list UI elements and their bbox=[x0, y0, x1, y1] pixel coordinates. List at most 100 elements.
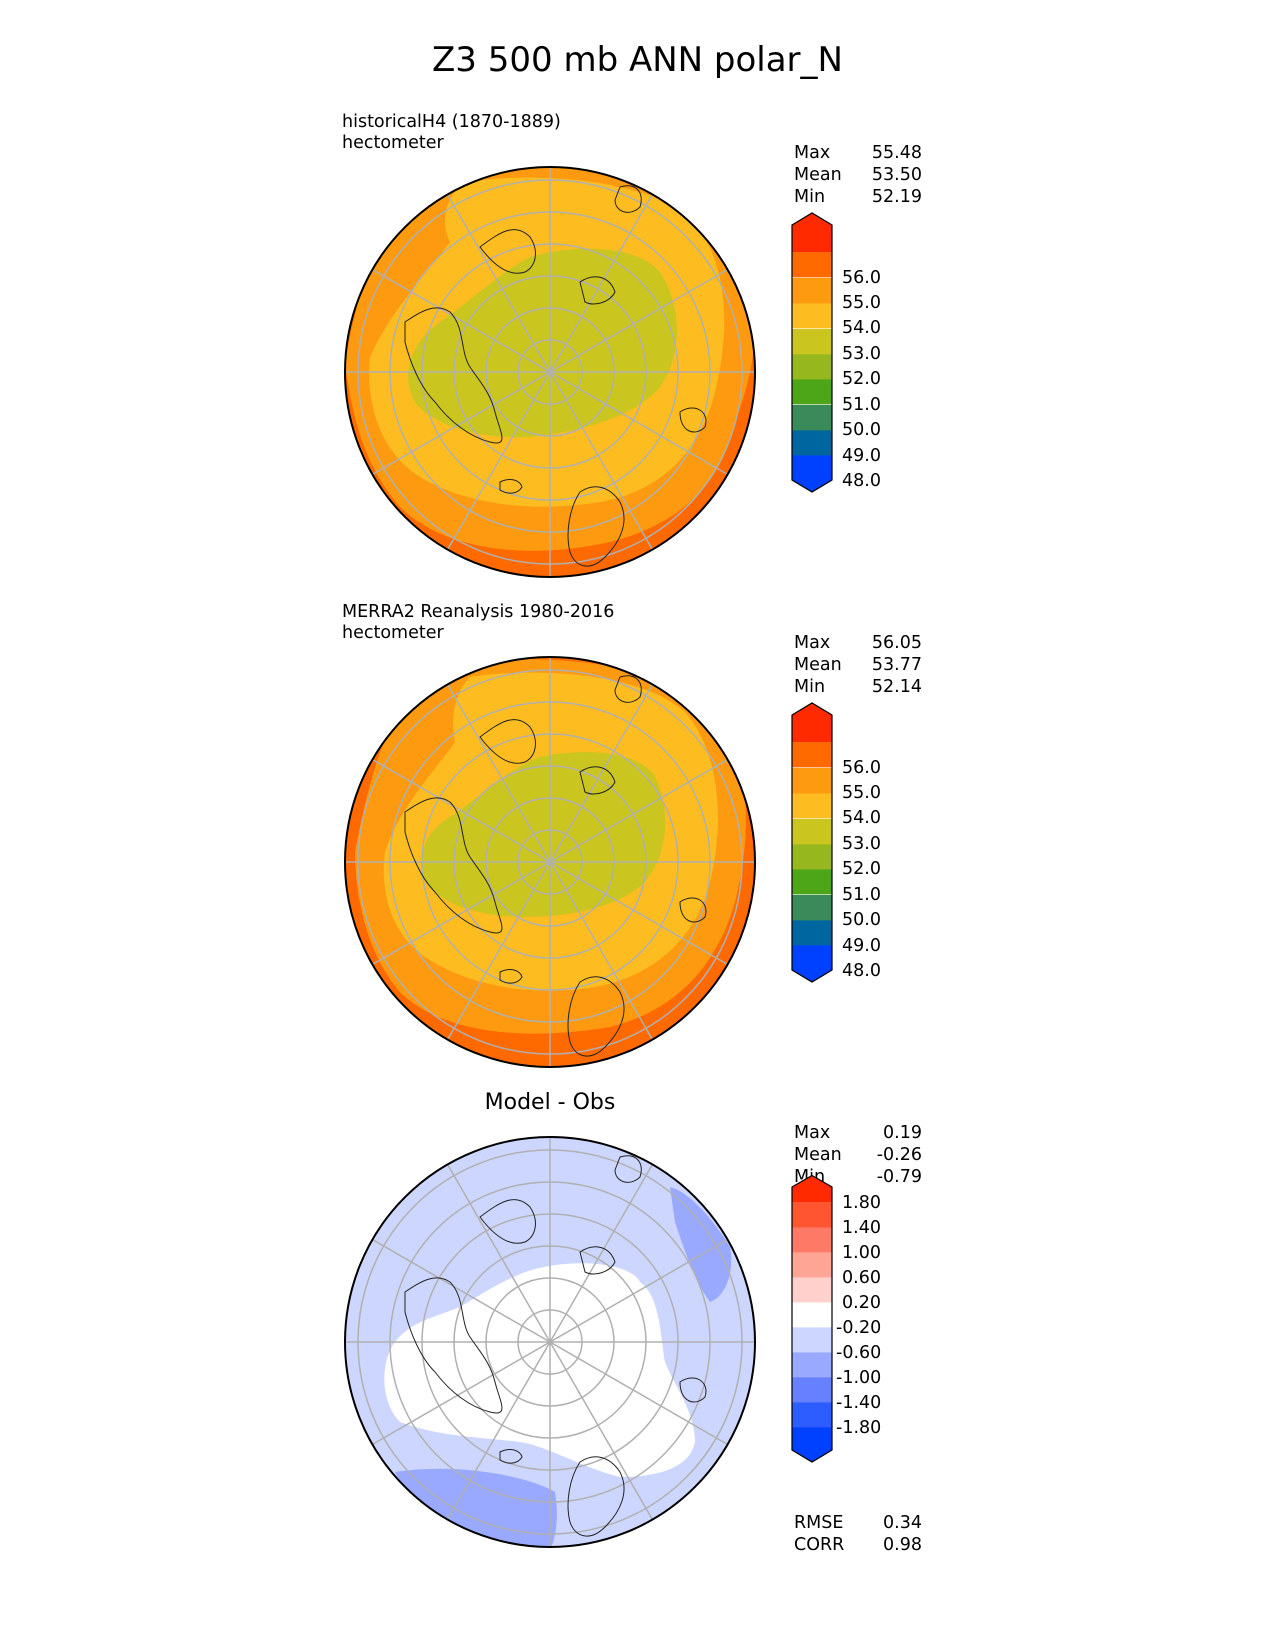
tick-55: 55.0 bbox=[842, 783, 881, 803]
tick-54: 54.0 bbox=[842, 808, 881, 828]
tick-51: 51.0 bbox=[842, 395, 881, 415]
tick-53: 53.0 bbox=[842, 344, 881, 364]
colorbar-outline bbox=[791, 702, 833, 983]
cbar-band-48-49 bbox=[792, 430, 832, 456]
colorbar: -1.80 -1.40 -1.00 -0.60 -0.20 0.20 0.60 … bbox=[791, 1175, 881, 1463]
tick-52: 52.0 bbox=[842, 859, 881, 879]
tick-52: 52.0 bbox=[842, 369, 881, 389]
colorbar-bands bbox=[792, 1175, 832, 1462]
cbar-band-0.2-to-0.6 bbox=[792, 1277, 832, 1303]
cbar-band-54-55 bbox=[792, 768, 832, 794]
tick-53: 53.0 bbox=[842, 834, 881, 854]
cbar-band-minus-1.8-to-minus-1.4 bbox=[792, 1402, 832, 1428]
tick-minus-1.00: -1.00 bbox=[836, 1368, 881, 1388]
cbar-band-54-55 bbox=[792, 278, 832, 304]
graticule bbox=[345, 167, 755, 577]
coastlines bbox=[404, 185, 707, 567]
cbar-band-48-49 bbox=[792, 920, 832, 946]
stat-max: Max 56.05 bbox=[794, 633, 922, 653]
tick-51: 51.0 bbox=[842, 885, 881, 905]
cbar-band-1.0-to-1.4 bbox=[792, 1227, 832, 1253]
metric-corr: CORR 0.98 bbox=[794, 1535, 922, 1555]
cbar-band-53-54 bbox=[792, 793, 832, 819]
cbar-band-55-56 bbox=[792, 252, 832, 278]
cbar-band-52-53 bbox=[792, 329, 832, 355]
colorbar-bands bbox=[792, 703, 832, 982]
tick-minus-1.40: -1.40 bbox=[836, 1393, 881, 1413]
tick-minus-0.60: -0.60 bbox=[836, 1343, 881, 1363]
stat-mean: Mean 53.50 bbox=[794, 165, 922, 185]
colorbar-bands bbox=[792, 213, 832, 492]
cbar-band-50-51 bbox=[792, 379, 832, 405]
cbar-band-51-52 bbox=[792, 354, 832, 380]
tick-54: 54.0 bbox=[842, 318, 881, 338]
cbar-band-lt-48 bbox=[792, 945, 832, 982]
band-minus-1.0-to-minus-0.6-b bbox=[670, 1187, 732, 1302]
map-border bbox=[344, 656, 756, 1068]
tick-50: 50.0 bbox=[842, 420, 881, 440]
stat-min: Min 52.14 bbox=[794, 677, 922, 697]
panel-title: Model - Obs bbox=[484, 1090, 616, 1115]
stat-min: Min 52.19 bbox=[794, 187, 922, 207]
panel-title-line1: historicalH4 (1870-1889) bbox=[342, 112, 561, 132]
cbar-band-minus-0.2-to-0.2 bbox=[792, 1302, 832, 1328]
tick-minus-0.20: -0.20 bbox=[836, 1318, 881, 1338]
tick-minus-1.80: -1.80 bbox=[836, 1418, 881, 1438]
stat-max: Max 55.48 bbox=[794, 143, 922, 163]
tick-1.80: 1.80 bbox=[842, 1193, 881, 1213]
panel-title-line1: MERRA2 Reanalysis 1980-2016 bbox=[342, 602, 615, 622]
cbar-band-50-51 bbox=[792, 869, 832, 895]
polar-map bbox=[344, 1136, 756, 1548]
cbar-band-gt-56 bbox=[792, 703, 832, 742]
colorbar: 48.0 49.0 50.0 51.0 52.0 53.0 54.0 55.0 … bbox=[791, 212, 881, 493]
band-minus-1.0-to-minus-0.6 bbox=[395, 1468, 557, 1547]
map-border bbox=[344, 1136, 756, 1548]
tick-48: 48.0 bbox=[842, 471, 881, 491]
tick-0.20: 0.20 bbox=[842, 1293, 881, 1313]
tick-56: 56.0 bbox=[842, 758, 881, 778]
figure-title: Z3 500 mb ANN polar_N bbox=[432, 40, 843, 80]
stats-box: Max 56.05 Mean 53.77 Min 52.14 bbox=[794, 632, 922, 698]
cbar-band-lt-minus-1.8 bbox=[792, 1427, 832, 1462]
colorbar-outline bbox=[791, 212, 833, 493]
cbar-band-gt-1.8 bbox=[792, 1175, 832, 1202]
panel-units: hectometer bbox=[342, 133, 444, 153]
cbar-band-gt-56 bbox=[792, 213, 832, 252]
tick-50: 50.0 bbox=[842, 910, 881, 930]
cbar-band-lt-48 bbox=[792, 455, 832, 492]
tick-1.40: 1.40 bbox=[842, 1218, 881, 1238]
coastlines bbox=[404, 675, 707, 1057]
coastlines bbox=[404, 1155, 707, 1537]
band-52-53 bbox=[408, 248, 677, 438]
cbar-band-minus-1.0-to-minus-0.6 bbox=[792, 1352, 832, 1378]
panel-reference: MERRA2 Reanalysis 1980-2016 hectometer M… bbox=[0, 590, 1275, 1080]
metric-rmse: RMSE 0.34 bbox=[794, 1513, 922, 1533]
cbar-band-49-50 bbox=[792, 895, 832, 921]
cbar-band-55-56 bbox=[792, 742, 832, 768]
stats-box: Max 55.48 Mean 53.50 Min 52.19 bbox=[794, 142, 922, 208]
cbar-band-0.6-to-1.0 bbox=[792, 1252, 832, 1278]
tick-48: 48.0 bbox=[842, 961, 881, 981]
panel-test: historicalH4 (1870-1889) hectometer Max 5… bbox=[0, 100, 1275, 590]
map-border bbox=[344, 166, 756, 578]
cbar-band-minus-1.4-to-minus-1.0 bbox=[792, 1377, 832, 1403]
tick-1.00: 1.00 bbox=[842, 1243, 881, 1263]
cbar-band-51-52 bbox=[792, 844, 832, 870]
colorbar: 48.0 49.0 50.0 51.0 52.0 53.0 54.0 55.0 … bbox=[791, 702, 881, 983]
tick-55: 55.0 bbox=[842, 293, 881, 313]
tick-56: 56.0 bbox=[842, 268, 881, 288]
cbar-band-49-50 bbox=[792, 405, 832, 431]
metrics-box: RMSE 0.34 CORR 0.98 bbox=[794, 1512, 922, 1556]
band-minus-0.2-to-0.2 bbox=[384, 1263, 695, 1477]
polar-map bbox=[344, 656, 756, 1068]
stat-max: Max 0.19 bbox=[794, 1123, 922, 1143]
tick-49: 49.0 bbox=[842, 446, 881, 466]
panel-units: hectometer bbox=[342, 623, 444, 643]
stat-mean: Mean -0.26 bbox=[794, 1145, 922, 1165]
cbar-band-53-54 bbox=[792, 303, 832, 329]
cbar-band-1.4-to-1.8 bbox=[792, 1202, 832, 1228]
graticule bbox=[345, 657, 755, 1067]
tick-49: 49.0 bbox=[842, 936, 881, 956]
